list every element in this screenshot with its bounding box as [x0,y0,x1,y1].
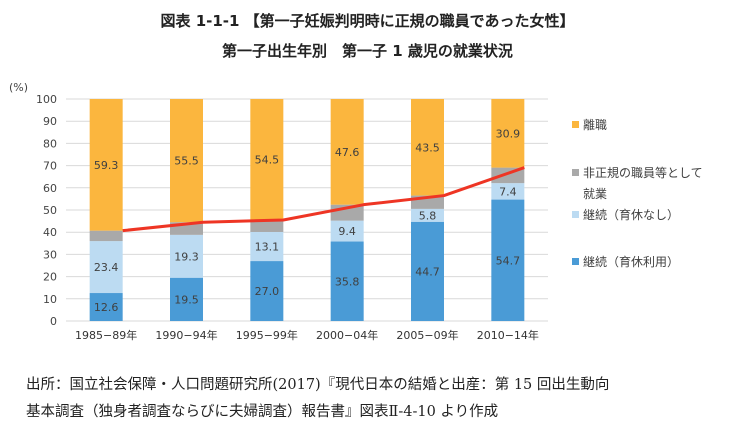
y-tick-label: 60 [43,182,57,195]
bar-segment [250,219,284,232]
bar-segment [491,99,525,168]
legend-swatch [572,121,579,128]
data-label: 9.4 [338,225,356,238]
legend-label: 離職 [583,118,607,132]
legend-label: 継続（育休なし） [583,207,679,222]
y-tick-label: 30 [43,248,57,261]
data-label: 59.3 [94,159,119,172]
bar-segment [170,234,203,278]
trend-line [122,166,525,233]
x-tick-label: 2010−14年 [477,328,539,342]
bar-segment [250,99,284,220]
chart-subtitle: 第一子出生年別 第一子 1 歳児の就業状況 [222,42,513,60]
bar-segment [250,261,284,321]
y-tick-label: 0 [50,315,57,328]
bar-segment [411,208,444,222]
y-axis-label: (%) [9,81,28,94]
data-label: 55.5 [174,155,199,168]
x-tick-label: 1990−94年 [155,328,217,342]
bar-segment [330,220,364,242]
bar-segment [330,99,364,205]
x-tick-label: 2005−09年 [396,328,458,342]
data-label: 19.5 [174,293,199,306]
data-label: 44.7 [415,265,440,278]
y-tick-label: 20 [43,271,57,284]
data-label: 54.7 [496,254,521,267]
source-line-2: 基本調査（独身者調査ならびに夫婦調査）報告書』図表Ⅱ-4-10 より作成 [26,404,499,420]
data-label: 47.6 [335,146,360,159]
bar-segment [491,199,525,321]
y-tick-label: 90 [43,115,57,128]
chart-title: 図表 1-1-1 【第一子妊娠判明時に正規の職員であった女性】 [160,12,575,30]
x-tick-label: 1985−89年 [75,328,137,342]
y-tick-label: 50 [43,204,57,217]
data-label: 5.8 [419,209,437,222]
y-tick-label: 100 [36,93,57,106]
legend-swatch [572,211,579,218]
bar-segment [411,221,444,321]
y-tick-label: 80 [43,137,57,150]
bar-segment [491,183,525,200]
bar-segment [89,241,123,294]
data-label: 27.0 [255,285,280,298]
data-label: 23.4 [94,261,119,274]
legend-label: 就業 [583,187,607,201]
bar-segment [89,99,123,231]
data-label: 35.8 [335,275,360,288]
y-tick-label: 10 [43,293,57,306]
x-tick-label: 2000−04年 [316,328,378,342]
data-label: 19.3 [174,250,199,263]
bar-segment [89,293,123,321]
stacked-bar-chart: 0 10 20 30 40 50 60 70 80 90 100 (%) 12.6 23.4 59.3 198… [9,81,703,342]
bar-segment [411,99,444,196]
y-tick-label: 70 [43,160,57,173]
data-label: 30.9 [496,127,521,140]
data-label: 12.6 [94,301,119,314]
bar-segment [89,230,123,242]
data-label: 54.5 [255,153,280,166]
legend-label: 継続（育休利用） [583,254,679,269]
bar-segment [250,231,284,262]
legend-swatch [572,258,579,265]
bar-segment [170,277,203,321]
data-label: 13.1 [255,241,280,254]
bar-segment [330,241,364,321]
source-line-1: 出所：国立社会保障・人口問題研究所(2017)『現代日本の結婚と出産：第 15 … [26,377,610,393]
legend-swatch [572,169,579,176]
data-label: 43.5 [415,141,440,154]
y-tick-label: 40 [43,226,57,239]
legend-label: 非正規の職員等として [583,165,703,180]
data-label: 7.4 [499,185,517,198]
x-tick-label: 1995−99年 [236,328,298,342]
bar-segment [170,99,203,223]
